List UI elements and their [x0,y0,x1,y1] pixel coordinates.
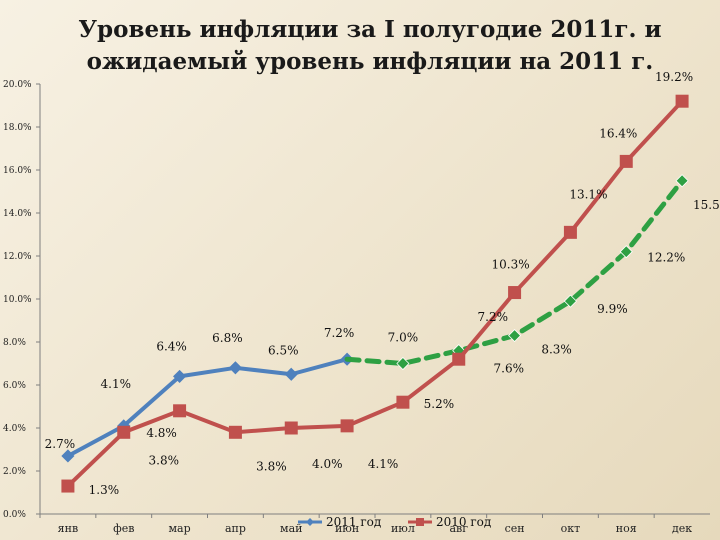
series-2-point-10 [619,154,633,168]
series-2-data-label: 4.1% [368,457,399,471]
chart-title: Уровень инфляции за I полугодие 2011г. и… [78,16,662,75]
legend: 2011 год 2010 год [298,515,491,529]
series-0-point-4 [284,367,298,381]
x-tick-label: ноя [616,522,637,535]
x-tick-label: сен [505,522,525,535]
x-tick-label: окт [561,522,581,535]
legend-swatch-marker [306,518,314,526]
series-1-data-label: 9.9% [597,302,628,316]
y-tick-label: 4.0% [3,424,26,434]
y-tick-label: 6.0% [3,381,26,391]
series-0-data-label: 4.1% [101,377,132,391]
series-2-point-3 [228,425,242,439]
y-tick-label: 20.0% [3,80,32,90]
x-tick-label: июл [391,522,415,535]
series-2-data-label: 16.4% [599,126,637,140]
series-0-data-label: 6.5% [268,343,299,357]
series-1-point-1 [396,356,410,371]
series-2-point-4 [284,421,298,435]
series-1-data-label: 8.3% [541,343,572,357]
series-0-data-label: 2.7% [45,437,76,451]
x-tick-label: фев [113,522,134,535]
series-0-data-label: 6.8% [212,331,243,345]
y-tick-label: 8.0% [3,338,26,348]
axes [36,83,710,518]
y-tick-label: 2.0% [3,467,26,477]
series-layer [61,94,689,493]
y-tick-label: 12.0% [3,252,32,262]
series-2-data-label: 19.2% [655,70,693,84]
series-0-point-3 [228,361,242,375]
series-1-point-4 [563,294,577,308]
series-1-data-label: 7.0% [388,331,419,345]
data-label-layer: 2.7% 4.1% 6.4% 6.8% 6.5% 7.2% 7.0% 7.6% 8.3% 9.9%… [45,70,720,497]
series-0-point-0 [61,449,75,463]
x-tick-label: авг [449,522,468,535]
series-2-point-1 [117,425,131,439]
y-tick-label: 14.0% [3,209,32,219]
series-2-data-label: 1.3% [89,483,120,497]
series-2-point-5 [340,419,354,433]
legend-label: 2010 год [436,515,491,529]
x-tick-label: июн [335,522,359,535]
series-2-data-label: 3.8% [149,453,180,467]
series-2-point-2 [173,404,187,418]
series-2-data-label: 4.0% [312,457,343,471]
x-tick-label: мар [169,522,191,535]
series-1-point-3 [508,328,522,343]
y-tick-label: 10.0% [3,295,32,305]
legend-label: 2011 год [326,515,381,529]
legend-swatch-marker [416,518,424,526]
y-tick-label: 16.0% [3,166,32,176]
x-tick-labels: янв фев мар апр май июн июл авг сен окт ноя дек [58,522,693,535]
series-2-data-label: 4.8% [146,426,177,440]
series-2-point-8 [508,286,522,300]
x-tick-label: янв [58,522,78,535]
x-tick-label: дек [672,522,692,535]
y-tick-labels: 0.0% 2.0% 4.0% 6.0% 8.0% 10.0% 12.0% 14.0% 16.0%… [3,80,32,520]
series-2-point-11 [675,94,689,108]
series-1-point-6 [675,174,689,188]
series-1-point-5 [619,245,633,259]
series-2-data-label: 7.2% [478,310,509,324]
series-2-data-label: 3.8% [256,459,287,473]
y-tick-label: 18.0% [3,123,32,133]
series-line-0 [65,357,350,458]
series-line-2 [65,99,685,489]
series-0-data-label: 7.2% [324,326,355,340]
x-tick-label: апр [225,522,246,535]
x-tick-label: май [280,522,302,535]
series-2-point-6 [396,395,410,409]
series-1-data-label: 12.2% [647,251,685,265]
series-2-point-0 [61,479,75,493]
series-1-data-label: 15.5% [693,198,720,212]
series-2-point-7 [452,352,466,366]
series-2-point-9 [563,225,577,239]
series-2-data-label: 13.1% [569,187,607,201]
series-2-data-label: 10.3% [492,258,530,272]
y-tick-label: 0.0% [3,510,26,520]
series-0-point-2 [173,369,187,383]
series-0-data-label: 6.4% [156,339,187,353]
series-2-data-label: 5.2% [424,397,455,411]
series-1-data-label: 7.6% [494,362,525,376]
